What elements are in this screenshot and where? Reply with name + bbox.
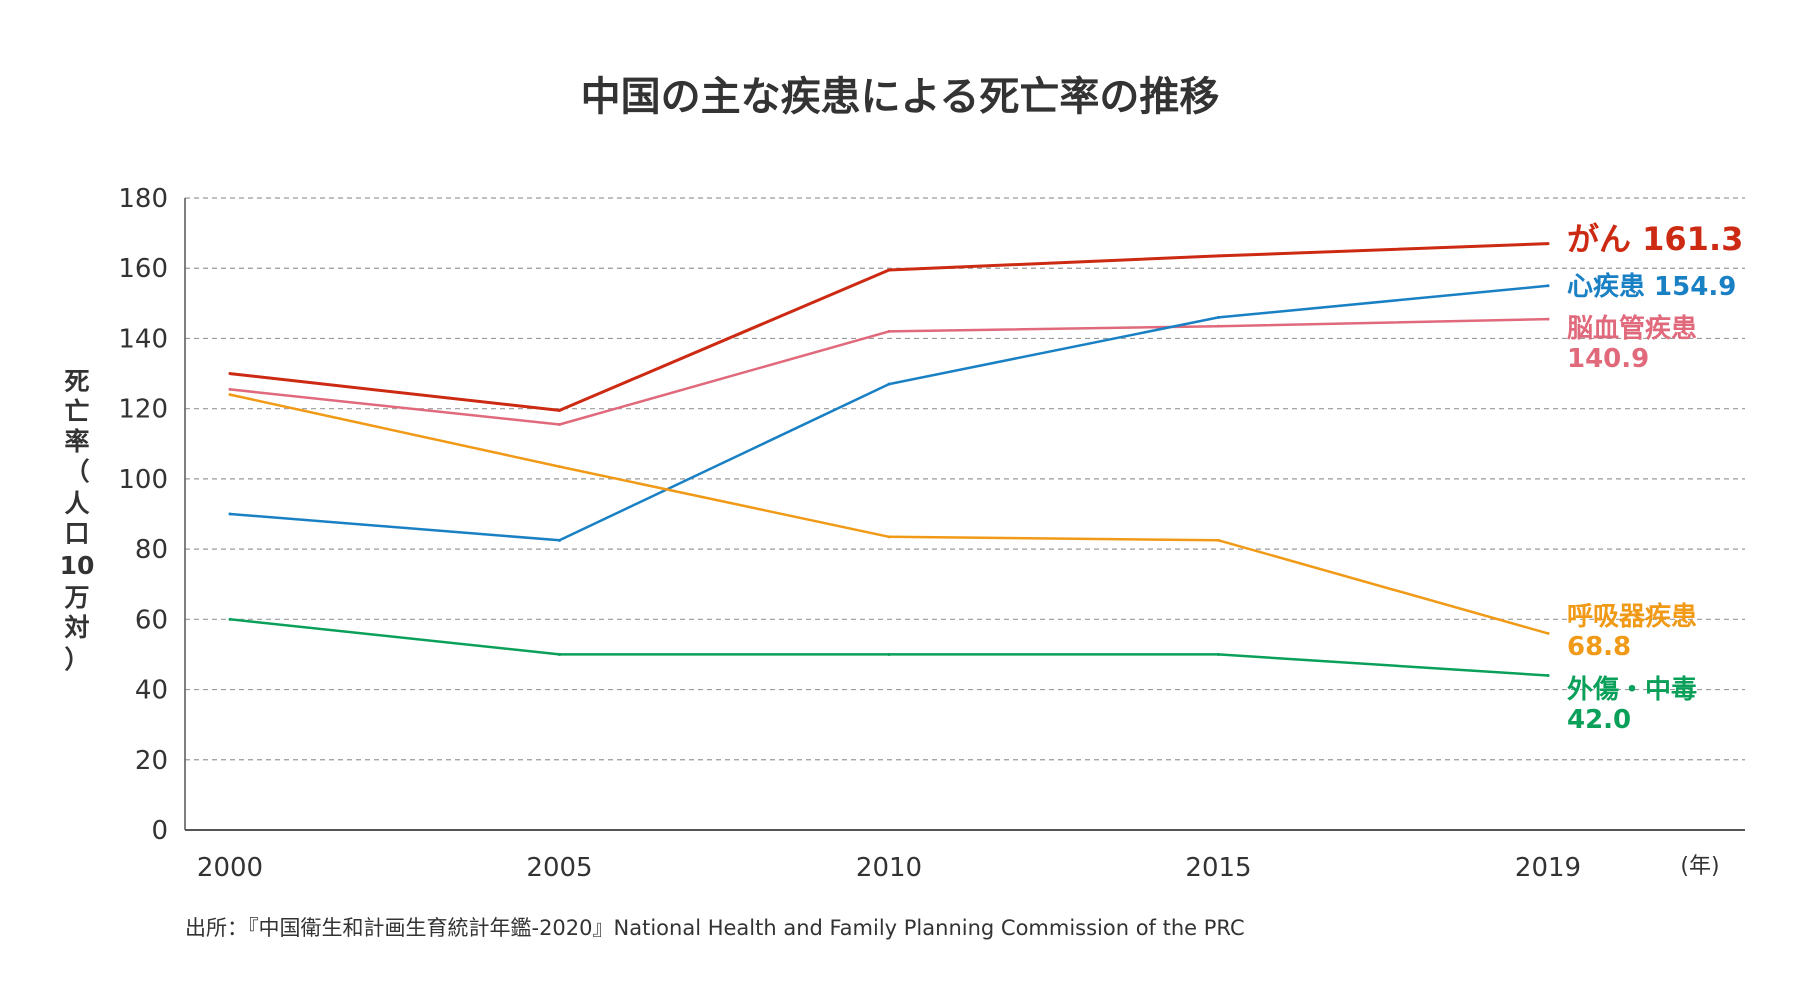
end-label-injury: 42.0: [1567, 705, 1631, 735]
y-tick-0: 0: [151, 816, 168, 846]
y-tick-140: 140: [118, 324, 168, 354]
point-cerebro-2015: [1217, 324, 1220, 328]
y-tick-20: 20: [135, 746, 168, 776]
chart-title: 中国の主な疾患による死亡率の推移: [581, 74, 1220, 120]
point-respiratory-2000: [228, 393, 232, 397]
end-label-respiratory: 呼吸器疾患: [1567, 601, 1697, 632]
y-tick-160: 160: [118, 254, 168, 284]
point-cancer-2015: [1217, 254, 1220, 258]
series-lines: [228, 242, 1550, 678]
point-injury-2010: [887, 652, 891, 656]
point-heart-2000: [228, 512, 232, 516]
point-heart-2005: [558, 538, 561, 542]
y-tick-60: 60: [135, 605, 168, 635]
x-tick-2000: 2000: [197, 853, 263, 883]
y-label-char: 対: [64, 613, 89, 642]
x-tick-2019: 2019: [1515, 853, 1581, 883]
point-respiratory-2015: [1217, 538, 1220, 542]
axes: [184, 198, 1745, 831]
y-label-char: （: [64, 457, 89, 486]
point-heart-2010: [887, 382, 891, 386]
y-axis-label: 死亡率（ 人口 10 万対 ）: [60, 367, 95, 674]
y-label-char: 口: [64, 519, 89, 548]
y-tick-labels: 0 20 40 60 80 100 120 140 160 180: [118, 184, 168, 846]
y-label-char: 死: [64, 367, 89, 396]
point-respiratory-2010: [887, 535, 891, 539]
point-respiratory-2019: [1546, 631, 1550, 635]
y-tick-180: 180: [118, 184, 168, 214]
point-cerebro-2000: [228, 387, 232, 391]
y-label-char: 率: [64, 427, 89, 456]
point-cerebro-2019: [1546, 317, 1550, 321]
x-tick-2005: 2005: [526, 853, 592, 883]
end-label-cerebro: 脳血管疾患: [1566, 313, 1697, 344]
end-label-heart: 心疾患 154.9: [1567, 271, 1736, 302]
point-heart-2015: [1217, 315, 1220, 319]
end-label-cerebro: 140.9: [1567, 344, 1649, 374]
point-injury-2015: [1217, 652, 1220, 656]
x-tick-2010: 2010: [856, 853, 922, 883]
point-injury-2000: [228, 617, 232, 621]
x-tick-labels: 2000 2005 2010 2015 2019: [197, 853, 1581, 883]
point-heart-2019: [1546, 284, 1550, 288]
series-line-injury: [229, 618, 1549, 677]
y-label-char: 万: [64, 583, 89, 612]
point-cerebro-2005: [558, 422, 561, 426]
x-axis-unit: (年): [1680, 854, 1719, 879]
end-label-injury: 外傷・中毒: [1567, 675, 1697, 705]
y-tick-100: 100: [118, 465, 168, 495]
y-tick-40: 40: [135, 676, 168, 706]
point-cerebro-2010: [887, 329, 891, 333]
y-label-char: 人: [64, 489, 89, 518]
series-line-respiratory: [229, 393, 1549, 635]
y-label-char: ）: [64, 645, 89, 674]
y-label-char: 10: [60, 551, 95, 580]
end-label-respiratory: 68.8: [1567, 632, 1631, 662]
gridlines: [185, 197, 1745, 761]
point-injury-2005: [558, 652, 561, 656]
point-respiratory-2005: [558, 465, 561, 469]
y-tick-120: 120: [118, 395, 168, 425]
point-injury-2019: [1546, 674, 1550, 678]
end-label-cancer: がん 161.3: [1567, 220, 1743, 258]
point-cancer-2019: [1546, 242, 1550, 246]
y-label-char: 亡: [64, 397, 89, 426]
y-tick-80: 80: [135, 535, 168, 565]
point-cancer-2005: [558, 408, 561, 412]
source-note: 出所：『中国衛生和計画生育統計年鑑-2020』National Health a…: [185, 916, 1245, 940]
point-cancer-2010: [887, 268, 891, 272]
x-tick-2015: 2015: [1185, 853, 1251, 883]
point-cancer-2000: [228, 372, 232, 376]
